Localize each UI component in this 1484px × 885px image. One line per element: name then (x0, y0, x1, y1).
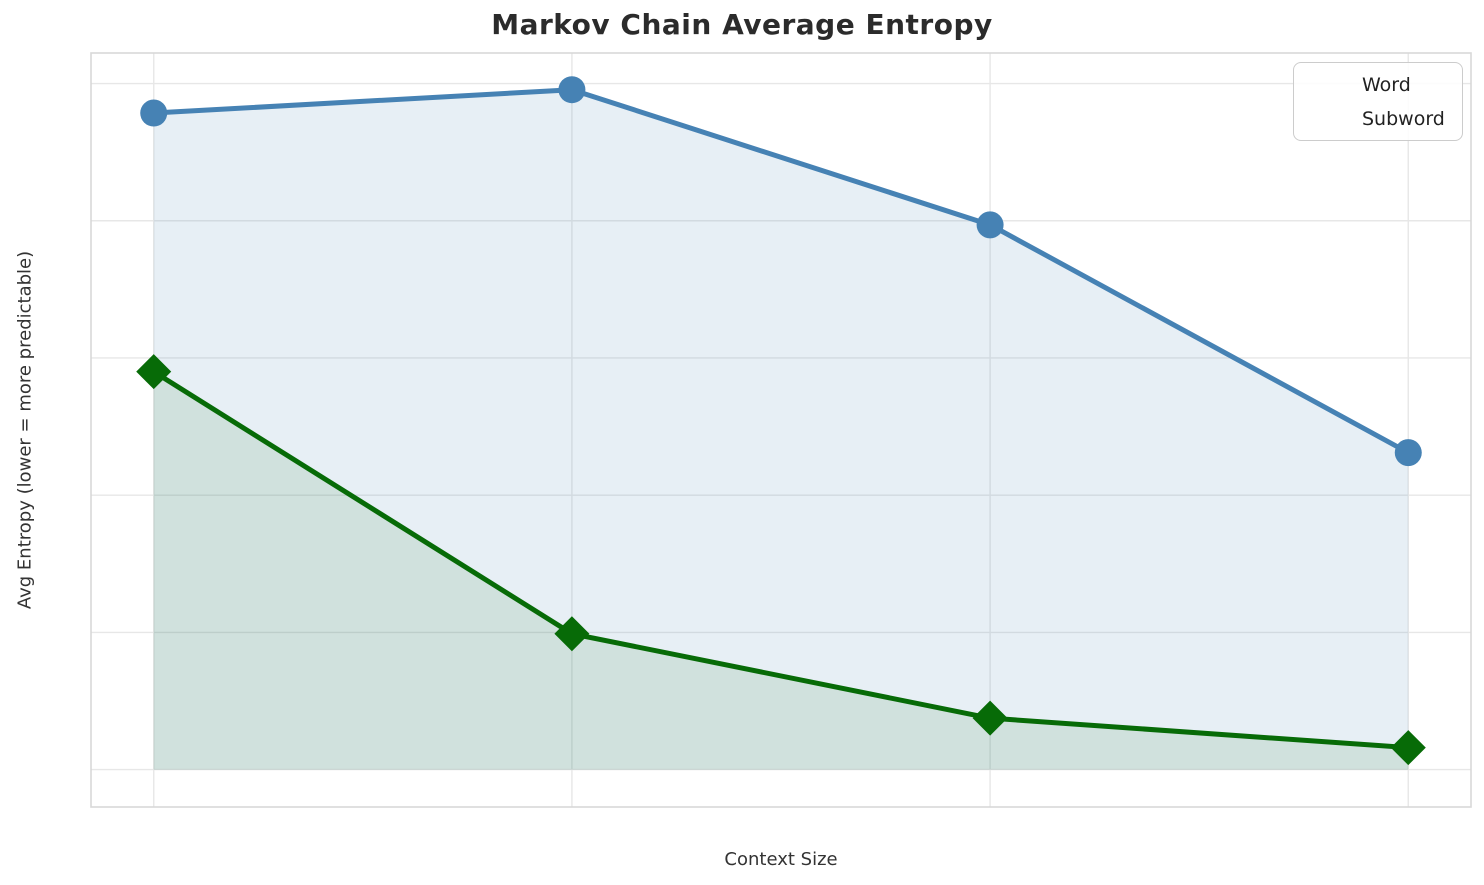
subword-line-sample (1302, 102, 1350, 135)
subword-data-point (1394, 439, 1422, 467)
legend: Word Subword (1293, 62, 1463, 141)
word-data-point (554, 616, 590, 652)
legend-item-subword[interactable]: Subword (1302, 102, 1450, 135)
subword-line (151, 87, 1411, 456)
subword-data-point (976, 211, 1004, 239)
word-area-fill (153, 371, 1409, 770)
word-data-point (136, 354, 172, 390)
subword-data-point (558, 76, 586, 104)
word-line (151, 369, 1411, 751)
subword-area-fill (153, 89, 1409, 770)
word-data-point (972, 700, 1008, 736)
diamond-marker-icon (1310, 68, 1343, 101)
word-data-point (1390, 730, 1426, 766)
legend-label-word: Word (1362, 73, 1411, 96)
subword-data-point (140, 99, 168, 127)
legend-item-word[interactable]: Word (1302, 68, 1450, 101)
chart-title: Markov Chain Average Entropy (491, 8, 993, 41)
circle-marker-icon (1313, 105, 1340, 132)
word-line-sample (1302, 68, 1350, 101)
y-axis-label: Avg Entropy (lower = more predictable) (14, 250, 36, 610)
legend-label-subword: Subword (1362, 107, 1445, 130)
plot-border (90, 52, 1472, 808)
x-axis-label: Context Size (724, 849, 838, 870)
